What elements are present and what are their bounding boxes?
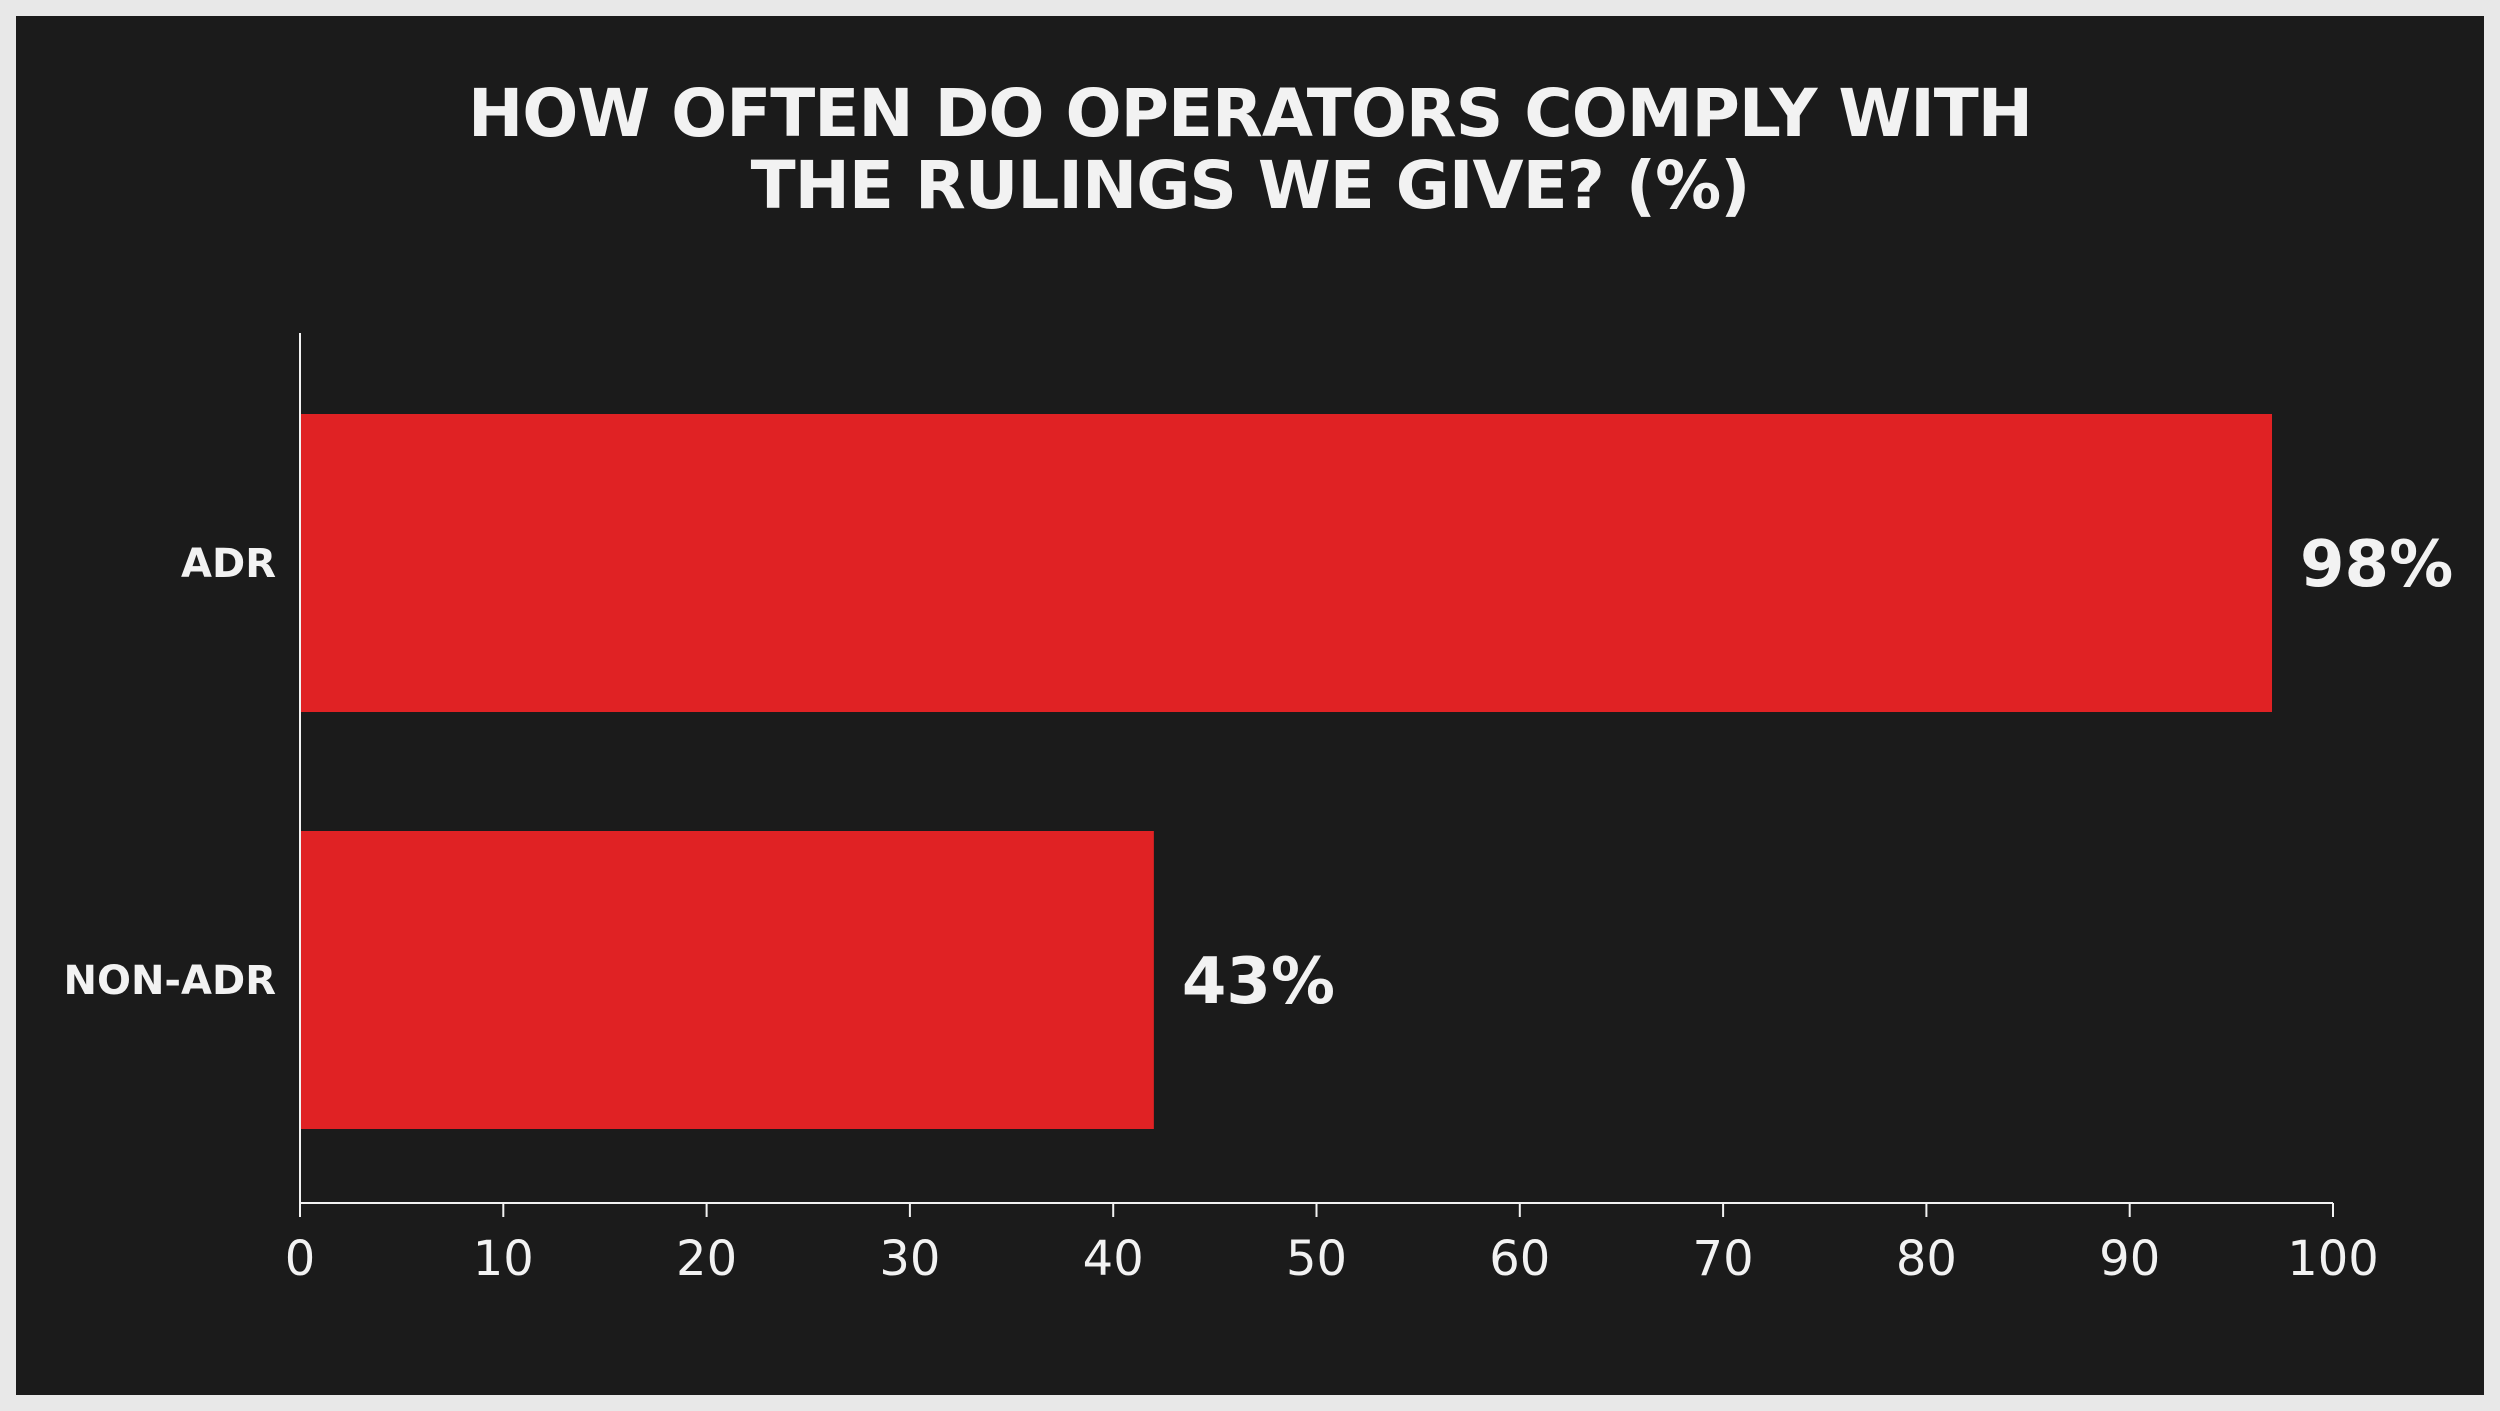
x-tick-label-10: 10: [473, 1231, 534, 1287]
x-tick-label-70: 70: [1693, 1231, 1754, 1287]
chart-title: HOW OFTEN DO OPERATORS COMPLY WITH THE R…: [0, 78, 2500, 222]
bar-non-adr: [300, 831, 1154, 1129]
bar-adr: [300, 414, 2273, 712]
x-tick-label-20: 20: [676, 1231, 737, 1287]
x-tick-label-100: 100: [2287, 1231, 2379, 1287]
category-label-adr: ADR: [181, 541, 276, 587]
category-label-non-adr: NON-ADR: [63, 958, 276, 1004]
x-tick-label-60: 60: [1489, 1231, 1550, 1287]
x-tick-label-90: 90: [2099, 1231, 2160, 1287]
x-tick-label-30: 30: [879, 1231, 940, 1287]
x-tick-label-40: 40: [1083, 1231, 1144, 1287]
chart-title-line-1: HOW OFTEN DO OPERATORS COMPLY WITH: [467, 75, 2033, 152]
x-tick-label-0: 0: [285, 1231, 316, 1287]
chart-title-line-2: THE RULINGS WE GIVE? (%): [750, 147, 1751, 224]
value-label-non-adr: 43%: [1182, 945, 1335, 1019]
x-tick-label-80: 80: [1896, 1231, 1957, 1287]
value-label-adr: 98%: [2300, 528, 2453, 602]
x-tick-label-50: 50: [1286, 1231, 1347, 1287]
